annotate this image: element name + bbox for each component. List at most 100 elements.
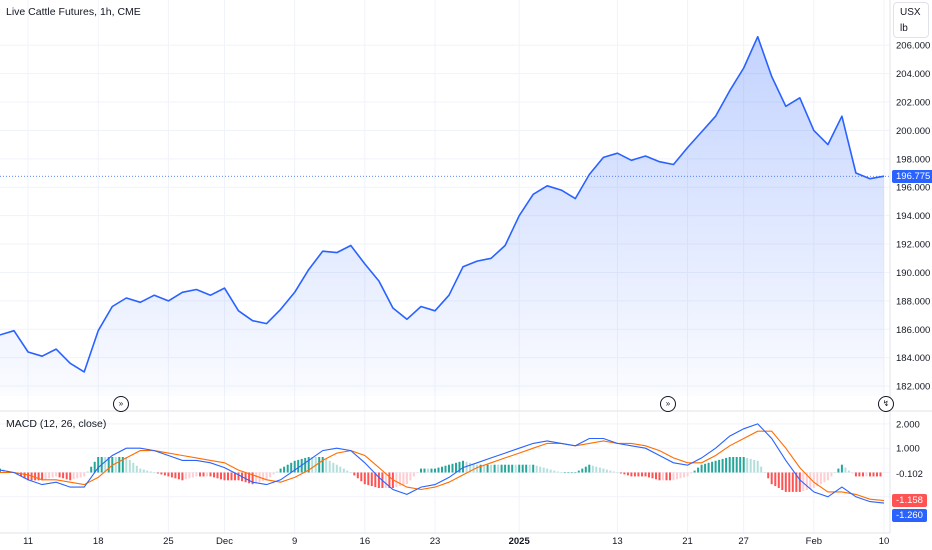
- histogram-bar: [342, 468, 345, 473]
- histogram-bar: [749, 458, 752, 473]
- histogram-bar: [455, 462, 457, 473]
- histogram-bar: [142, 469, 145, 473]
- histogram-bar: [798, 472, 801, 492]
- histogram-bar: [686, 472, 689, 477]
- macd-tick-label: 1.000: [896, 444, 920, 455]
- histogram-bar: [121, 457, 124, 473]
- histogram-bar: [177, 472, 180, 480]
- histogram-bar: [444, 465, 447, 473]
- histogram-bar: [272, 472, 275, 475]
- histogram-bar: [223, 472, 226, 481]
- histogram-bar: [37, 472, 40, 481]
- histogram-bar: [76, 472, 79, 479]
- macd-lines: [0, 423, 885, 504]
- histogram-bar: [658, 472, 661, 481]
- histogram-bar: [514, 464, 517, 473]
- histogram-bar: [770, 472, 773, 485]
- histogram-bar: [283, 466, 286, 473]
- histogram-bar: [97, 457, 100, 473]
- histogram-bar: [672, 472, 675, 481]
- histogram-bar: [230, 472, 233, 481]
- histogram-bar: [402, 472, 405, 486]
- histogram-bar: [556, 471, 559, 473]
- histogram-bar: [318, 457, 321, 473]
- histogram-bar: [598, 467, 601, 473]
- macd-value-tag: -1.260: [892, 509, 927, 523]
- histogram-bar: [830, 472, 833, 477]
- price-tick-label: 202.000: [896, 98, 930, 109]
- session-break-icon[interactable]: »: [660, 396, 676, 412]
- histogram-bar: [279, 468, 282, 473]
- histogram-bar: [725, 457, 728, 473]
- histogram-bar: [577, 470, 580, 473]
- histogram-bar: [623, 472, 626, 475]
- macd-histogram: [0, 457, 882, 492]
- histogram-bar: [448, 464, 450, 473]
- session-break-icon[interactable]: »: [113, 396, 129, 412]
- price-axis: 206.000 204.000 202.000 200.000 198.000 196.0…: [896, 41, 930, 393]
- histogram-bar: [34, 472, 37, 481]
- histogram-bar: [55, 472, 58, 477]
- histogram-bar: [602, 468, 605, 473]
- histogram-bar: [546, 468, 549, 473]
- histogram-bar: [346, 470, 349, 473]
- histogram-bar: [202, 472, 205, 477]
- histogram-bar: [367, 472, 370, 486]
- histogram-bar: [339, 466, 342, 473]
- histogram-bar: [742, 457, 745, 473]
- histogram-bar: [676, 472, 678, 480]
- histogram-bar: [872, 472, 875, 477]
- histogram-bar: [58, 472, 61, 478]
- histogram-bar: [363, 472, 366, 485]
- histogram-bar: [160, 472, 163, 475]
- histogram-bar: [532, 464, 535, 473]
- histogram-bar: [139, 468, 142, 473]
- histogram-bar: [574, 472, 577, 474]
- price-tick-label: 200.000: [896, 126, 930, 137]
- histogram-bar: [237, 472, 240, 481]
- histogram-bar: [51, 472, 54, 478]
- histogram-bar: [293, 460, 296, 473]
- histogram-bar: [458, 461, 461, 473]
- histogram-bar: [500, 464, 503, 473]
- signal-value-tag: -1.158: [892, 493, 927, 507]
- histogram-bar: [206, 472, 208, 477]
- time-axis[interactable]: 11 18 25 Dec 9 16 23 2025 13 21 27 Feb 10: [23, 536, 889, 547]
- lightning-icon[interactable]: ↯: [878, 396, 894, 412]
- histogram-value-tag: -0.102: [892, 468, 927, 482]
- macd-line: [0, 423, 885, 504]
- price-tick-label: 198.000: [896, 154, 930, 165]
- time-tick-label: Dec: [216, 536, 233, 547]
- histogram-bar: [662, 472, 664, 481]
- macd-legend[interactable]: MACD (12, 26, close): [6, 418, 107, 430]
- histogram-bar: [837, 468, 840, 473]
- histogram-bar: [227, 472, 229, 481]
- histogram-bar: [641, 472, 643, 477]
- histogram-bar: [69, 472, 72, 481]
- histogram-bar: [507, 464, 510, 473]
- histogram-bar: [802, 472, 805, 491]
- histogram-bar: [427, 468, 429, 473]
- histogram-bar: [269, 472, 272, 478]
- histogram-bar: [521, 464, 524, 473]
- histogram-bar: [774, 472, 777, 487]
- histogram-bar: [107, 457, 110, 473]
- histogram-bar: [809, 472, 812, 489]
- histogram-bar: [679, 472, 682, 479]
- histogram-bar: [826, 472, 829, 481]
- price-tick-label: 192.000: [896, 240, 930, 251]
- histogram-bar: [781, 472, 784, 490]
- histogram-bar: [718, 459, 721, 473]
- histogram-bar: [619, 472, 622, 474]
- histogram-bar: [153, 472, 156, 474]
- histogram-bar: [255, 472, 258, 484]
- histogram-bar: [486, 464, 489, 473]
- histogram-bar: [795, 472, 798, 492]
- histogram-bar: [690, 472, 693, 474]
- unit-selector[interactable]: USX lb: [893, 2, 929, 38]
- histogram-bar: [721, 458, 724, 473]
- histogram-bar: [816, 472, 819, 487]
- histogram-bar: [805, 472, 808, 490]
- histogram-bar: [833, 472, 836, 474]
